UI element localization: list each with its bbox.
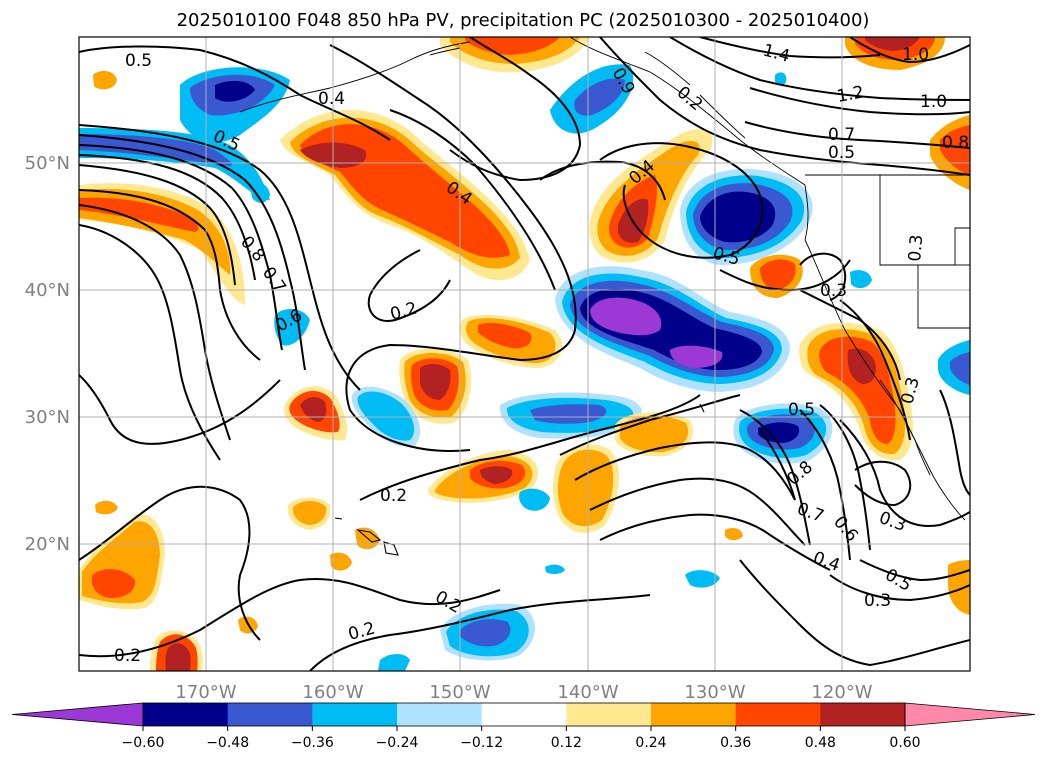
colorbar-segment [481,703,567,726]
precip-negative-area [775,72,787,86]
precip-positive-area [91,568,136,598]
contour-label: 0.3 [820,281,847,301]
precip-positive-area [847,348,876,385]
precip-negative-area [950,352,970,385]
precip-positive-area [948,560,970,615]
lon-tick-label: 120°W [811,682,872,703]
colorbar-segment [735,703,821,726]
contour-label: 1.0 [920,92,947,112]
precip-positive-area [165,643,191,671]
lon-tick-label: 150°W [429,682,490,703]
precip-negative-area [250,182,270,203]
precip-negative-area [378,654,410,671]
map-panel: 0.5 0.4 0.5 0.8 0.7 0.6 0.2 0.4 0.2 0.2 … [78,36,971,672]
colorbar-extend-low [11,702,144,727]
precip-positive-area [79,197,199,232]
precip-negative-area [519,488,550,511]
precip-positive-area [95,500,118,515]
colorbar-extend-high [904,702,1036,727]
lon-tick-label: 170°W [175,682,236,703]
precip-negative-area [79,134,232,166]
precip-negative-area [460,619,511,647]
precip-positive-area [292,501,327,525]
map-frame [78,36,971,672]
colorbar-tick-label: 0.12 [551,735,582,751]
precip-negative-area [215,80,255,102]
colorbar-segment [397,703,483,726]
colorbar-segment [820,703,906,726]
colorbar-segment [312,703,398,726]
colorbar-tick-label: −0.24 [376,735,419,751]
colorbar-frame [142,702,906,727]
contour-label: 0.2 [114,646,141,666]
colorbar-tick-label: −0.12 [460,735,503,751]
longitude-labels: 170°W 160°W 150°W 140°W 130°W 120°W [175,682,872,703]
colorbar-tick-label: −0.48 [206,735,249,751]
contour-label: 0.5 [828,143,855,163]
precip-positive-area [93,70,117,90]
lat-tick-label: 30°N [25,407,70,428]
colorbar-tick-label: −0.60 [122,735,165,751]
colorbar-tick-label: 0.60 [889,735,920,751]
precip-negative-area [700,191,776,243]
contour-label: 1.0 [902,45,929,65]
contour-label: 0.5 [788,400,815,420]
colorbar-segment [566,703,652,726]
graticule [79,37,970,671]
colorbar-tick-label: 0.48 [805,735,836,751]
precip-negative-area [670,345,723,368]
precip-positive-area [300,396,327,422]
latitude-labels: 50°N 40°N 30°N 20°N [25,153,70,555]
lat-tick-label: 40°N [25,280,70,301]
precip-negative-area [850,270,872,289]
contour-label: 0.3 [905,234,927,263]
precip-negative-area [545,564,565,575]
colorbar-segment [227,703,313,726]
precip-positive-area [557,449,614,527]
lat-tick-label: 20°N [25,534,70,555]
precip-negative-area [574,78,625,116]
precip-positive-area [465,37,560,55]
precip-positive-area [865,37,920,51]
contour-label: 0.8 [942,133,969,153]
precip-negative-area [590,297,662,336]
precip-positive-area [725,528,743,541]
contour-label: 0.4 [318,89,345,109]
lat-tick-label: 50°N [25,153,70,174]
lon-tick-label: 130°W [684,682,745,703]
precip-positive-area [480,466,513,484]
precip-negative-area [758,422,800,443]
lon-tick-label: 160°W [302,682,363,703]
chart-title: 2025010100 F048 850 hPa PV, precipitatio… [177,10,870,31]
precip-positive-area [330,552,352,571]
precip-fill-layer [79,37,970,671]
precip-negative-area [357,391,415,441]
contour-label: 0.2 [380,486,407,506]
contour-label: 1.2 [835,83,865,107]
colorbar-tick-label: −0.36 [291,735,334,751]
colorbar-segment [143,703,229,726]
colorbar: −0.60 −0.48 −0.36 −0.24 −0.12 0.12 0.24 0.36 0.4… [11,702,1036,751]
colorbar-tick-label: 0.24 [635,735,666,751]
colorbar-tick-label: 0.36 [720,735,751,751]
precip-positive-area [478,322,532,349]
lon-tick-label: 140°W [557,682,618,703]
precip-positive-area [760,259,796,290]
precip-positive-area [420,364,451,400]
contour-label: 0.5 [125,51,152,71]
contour-label: 0.3 [864,591,891,611]
contour-label: 0.7 [828,125,855,145]
colorbar-segment [651,703,737,726]
precip-negative-area [685,570,720,588]
precip-negative-area [530,404,607,424]
